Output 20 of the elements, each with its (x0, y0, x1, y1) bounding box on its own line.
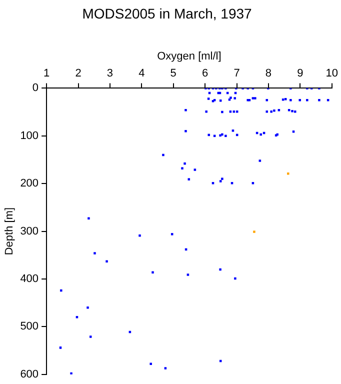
x-tick-label: 4 (138, 68, 145, 80)
x-tick-label: 9 (297, 68, 304, 80)
y-tick-label: 600 (20, 368, 39, 380)
y-axis-title: Depth [m] (4, 207, 16, 256)
y-tick-label: 0 (32, 82, 39, 94)
y-tick-label: 400 (20, 273, 39, 286)
y-tick-label: 100 (20, 130, 39, 142)
x-tick-label: 1 (43, 68, 50, 80)
x-tick-label: 3 (106, 68, 114, 80)
x-tick-label: 5 (170, 68, 176, 80)
x-axis-title: Oxygen [ml/l] (157, 50, 222, 62)
x-tick-label: 10 (326, 68, 338, 80)
y-tick-label: 500 (20, 320, 39, 333)
x-tick-label: 6 (202, 68, 208, 80)
x-tick-label: 8 (265, 68, 272, 80)
y-tick-label: 200 (20, 178, 39, 190)
x-tick-label: 2 (75, 68, 82, 80)
chart-title: MODS2005 in March, 1937 (82, 5, 252, 22)
x-tick-label: 7 (234, 68, 240, 80)
y-tick-label: 300 (20, 225, 39, 238)
